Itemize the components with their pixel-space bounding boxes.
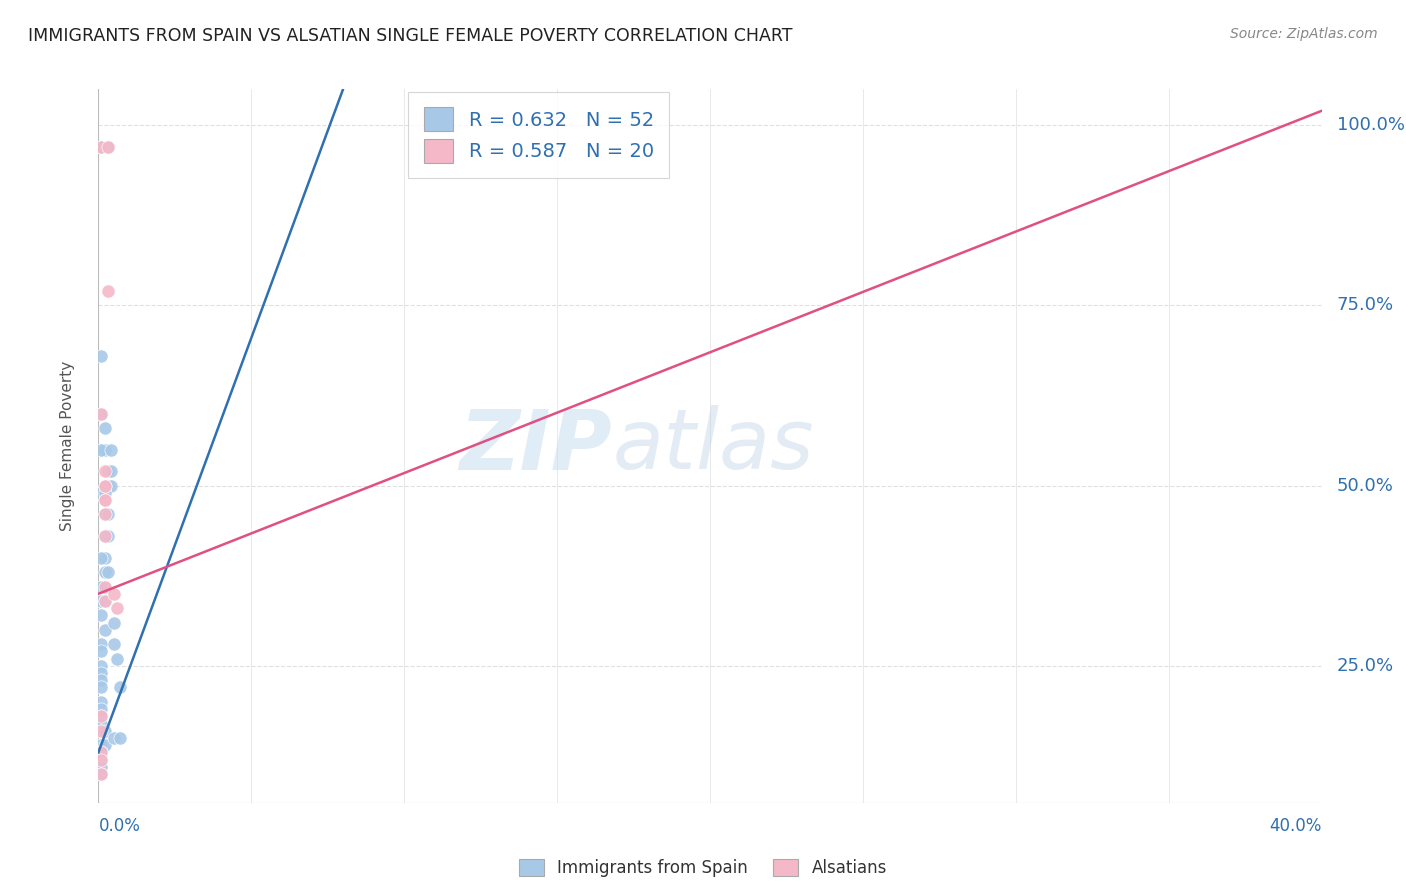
Point (90, 140, 112, 154)
Point (90, 709, 112, 723)
Point (93, 594, 115, 608)
Point (97, 508, 120, 522)
Point (97, 464, 120, 478)
Point (93, 478, 115, 492)
Point (97, 565, 120, 579)
Point (90, 738, 112, 752)
Legend: Immigrants from Spain, Alsatians: Immigrants from Spain, Alsatians (512, 852, 894, 884)
Point (93, 508, 115, 522)
Text: 0.0%: 0.0% (98, 817, 141, 835)
Point (93, 486, 115, 500)
Point (97, 284, 120, 298)
Text: atlas: atlas (612, 406, 814, 486)
Point (93, 464, 115, 478)
Legend: R = 0.632   N = 52, R = 0.587   N = 20: R = 0.632 N = 52, R = 0.587 N = 20 (408, 92, 669, 178)
Point (93, 623, 115, 637)
Point (90, 666, 112, 681)
Text: IMMIGRANTS FROM SPAIN VS ALSATIAN SINGLE FEMALE POVERTY CORRELATION CHART: IMMIGRANTS FROM SPAIN VS ALSATIAN SINGLE… (28, 27, 793, 45)
Text: 75.0%: 75.0% (1337, 296, 1395, 315)
Point (90, 716, 112, 731)
Point (90, 608, 112, 623)
Point (93, 594, 115, 608)
Point (97, 529, 120, 543)
Point (90, 745, 112, 759)
Point (90, 753, 112, 767)
Point (90, 681, 112, 695)
Text: ZIP: ZIP (460, 406, 612, 486)
Point (93, 529, 115, 543)
Point (105, 651, 128, 665)
Point (100, 464, 122, 478)
Point (103, 637, 125, 651)
Point (93, 508, 115, 522)
Point (90, 723, 112, 738)
Point (90, 760, 112, 774)
Point (97, 140, 120, 154)
Point (93, 723, 115, 738)
Point (90, 580, 112, 594)
Text: 50.0%: 50.0% (1337, 476, 1393, 495)
Point (90, 723, 112, 738)
Point (100, 442, 122, 457)
Point (90, 673, 112, 688)
Point (93, 493, 115, 508)
Text: Single Female Poverty: Single Female Poverty (60, 361, 76, 531)
Point (90, 140, 112, 154)
Point (90, 753, 112, 767)
Point (93, 580, 115, 594)
Point (90, 407, 112, 421)
Point (90, 594, 112, 608)
Point (90, 695, 112, 709)
Point (108, 681, 131, 695)
Point (108, 731, 131, 745)
Point (90, 658, 112, 673)
Point (93, 442, 115, 457)
Text: 40.0%: 40.0% (1270, 817, 1322, 835)
Point (90, 349, 112, 363)
Point (90, 767, 112, 781)
Point (100, 478, 122, 492)
Point (105, 601, 128, 615)
Point (103, 587, 125, 601)
Point (97, 478, 120, 492)
Point (93, 421, 115, 435)
Point (90, 486, 112, 500)
Point (93, 580, 115, 594)
Text: Source: ZipAtlas.com: Source: ZipAtlas.com (1230, 27, 1378, 41)
Text: 100.0%: 100.0% (1337, 116, 1405, 134)
Point (90, 767, 112, 781)
Point (93, 738, 115, 752)
Point (90, 637, 112, 651)
Point (97, 140, 120, 154)
Point (93, 493, 115, 508)
Point (93, 565, 115, 579)
Point (90, 709, 112, 723)
Point (90, 442, 112, 457)
Point (90, 702, 112, 716)
Point (90, 644, 112, 658)
Text: 25.0%: 25.0% (1337, 657, 1395, 675)
Point (93, 478, 115, 492)
Point (90, 407, 112, 421)
Point (103, 615, 125, 630)
Point (93, 529, 115, 543)
Point (103, 731, 125, 745)
Point (90, 745, 112, 759)
Point (93, 550, 115, 565)
Point (90, 550, 112, 565)
